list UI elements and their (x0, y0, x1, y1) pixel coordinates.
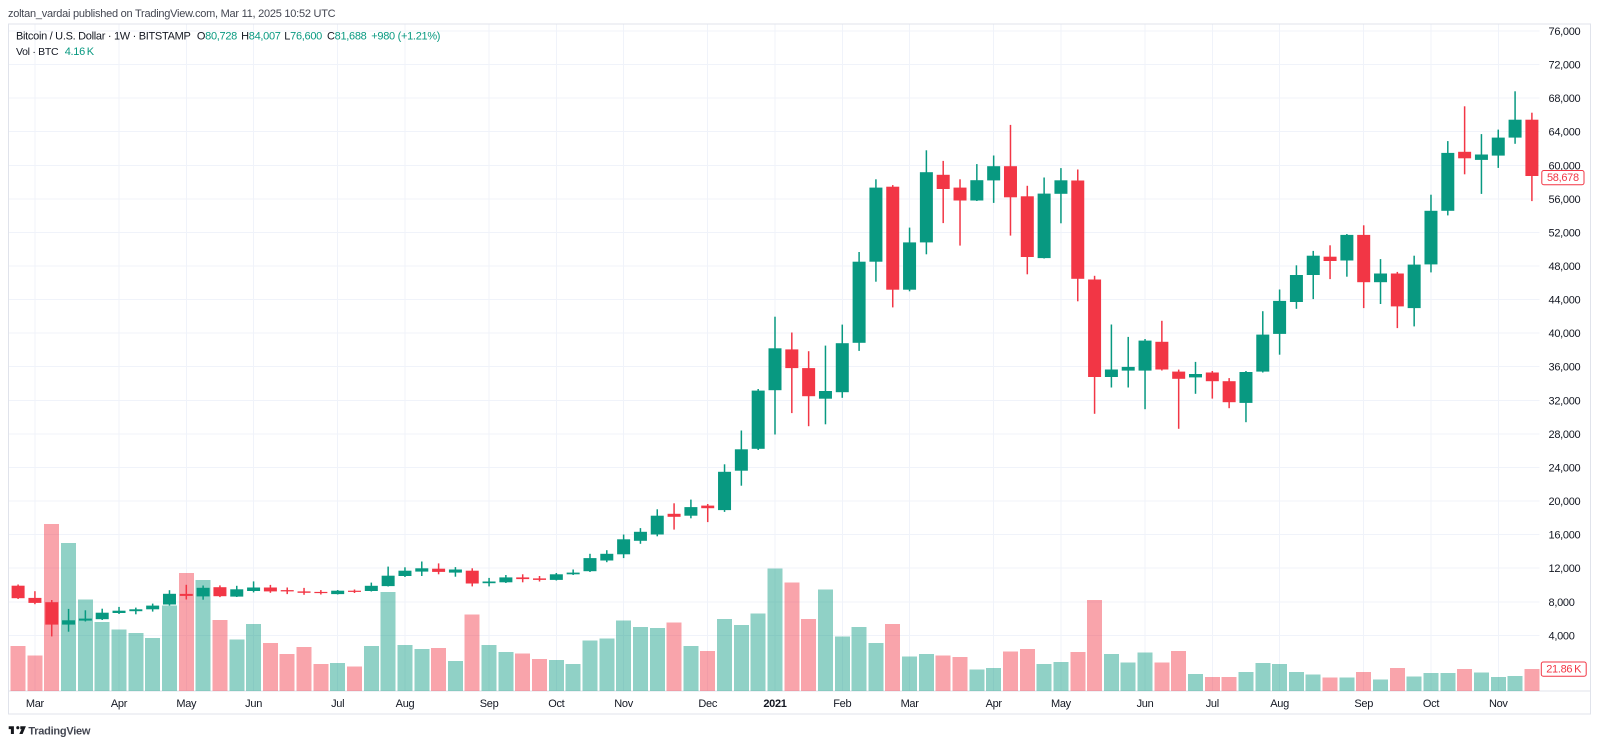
svg-text:28,000: 28,000 (1549, 429, 1581, 441)
svg-text:Oct: Oct (1423, 698, 1439, 710)
svg-text:H84,007: H84,007 (241, 31, 281, 43)
svg-text:32,000: 32,000 (1549, 395, 1581, 407)
svg-text:Feb: Feb (833, 698, 851, 710)
svg-text:L76,600: L76,600 (284, 31, 322, 43)
svg-text:44,000: 44,000 (1549, 295, 1581, 307)
svg-text:Apr: Apr (986, 698, 1003, 710)
svg-text:Jul: Jul (331, 698, 344, 710)
svg-text:Jun: Jun (245, 698, 262, 710)
svg-text:68,000: 68,000 (1549, 93, 1581, 105)
svg-text:Aug: Aug (396, 698, 415, 710)
svg-text:Dec: Dec (698, 698, 717, 710)
svg-text:8,000: 8,000 (1549, 597, 1575, 609)
svg-text:72,000: 72,000 (1549, 60, 1581, 72)
svg-text:12,000: 12,000 (1549, 563, 1581, 575)
svg-text:60,000: 60,000 (1549, 160, 1581, 172)
svg-text:May: May (1051, 698, 1072, 710)
svg-text:64,000: 64,000 (1549, 127, 1581, 139)
svg-text:4.16 K: 4.16 K (65, 46, 95, 58)
svg-text:Aug: Aug (1270, 698, 1289, 710)
svg-text:May: May (176, 698, 197, 710)
svg-text:Sep: Sep (1354, 698, 1373, 710)
svg-text:Vol · BTC: Vol · BTC (16, 46, 59, 58)
svg-text:36,000: 36,000 (1549, 362, 1581, 374)
svg-text:zoltan_vardai published on Tra: zoltan_vardai published on TradingView.c… (8, 8, 336, 20)
svg-text:20,000: 20,000 (1549, 496, 1581, 508)
svg-text:Mar: Mar (26, 698, 45, 710)
svg-text:Mar: Mar (901, 698, 920, 710)
svg-text:Oct: Oct (548, 698, 564, 710)
svg-text:58,678: 58,678 (1547, 172, 1579, 184)
svg-text:24,000: 24,000 (1549, 463, 1581, 475)
svg-text:Jun: Jun (1137, 698, 1154, 710)
svg-text:40,000: 40,000 (1549, 328, 1581, 340)
svg-text:Sep: Sep (480, 698, 499, 710)
svg-text:76,000: 76,000 (1549, 26, 1581, 38)
svg-text:Apr: Apr (111, 698, 128, 710)
svg-text:Nov: Nov (1489, 698, 1508, 710)
svg-text:21.86 K: 21.86 K (1546, 664, 1582, 676)
svg-text:Jul: Jul (1206, 698, 1219, 710)
svg-text:56,000: 56,000 (1549, 194, 1581, 206)
svg-text:Bitcoin / U.S. Dollar · 1W · B: Bitcoin / U.S. Dollar · 1W · BITSTAMP (16, 31, 191, 43)
svg-text:Nov: Nov (614, 698, 633, 710)
svg-text:4,000: 4,000 (1549, 630, 1575, 642)
svg-text:TradingView: TradingView (28, 725, 91, 737)
svg-text:2021: 2021 (763, 698, 786, 710)
svg-text:52,000: 52,000 (1549, 227, 1581, 239)
svg-text:48,000: 48,000 (1549, 261, 1581, 273)
svg-text:16,000: 16,000 (1549, 530, 1581, 542)
svg-text:O80,728: O80,728 (197, 31, 237, 43)
svg-text:C81,688: C81,688 (327, 31, 367, 43)
svg-text:+980 (+1.21%): +980 (+1.21%) (371, 31, 440, 43)
